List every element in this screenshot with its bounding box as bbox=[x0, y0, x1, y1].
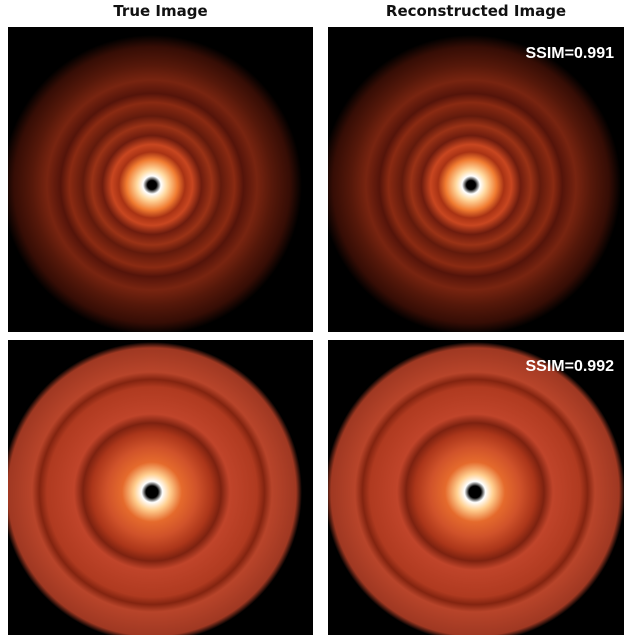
ssim-label: SSIM=0.991 bbox=[526, 45, 615, 63]
image bbox=[8, 27, 313, 332]
true-image bbox=[8, 340, 313, 635]
reconstructed-image: SSIM=0.991 bbox=[328, 27, 624, 332]
image bbox=[8, 340, 313, 635]
true-image bbox=[8, 27, 313, 332]
reconstructed-image: SSIM=0.992 bbox=[328, 340, 624, 635]
column-title: Reconstructed Image bbox=[328, 2, 624, 20]
column-title: True Image bbox=[8, 2, 313, 20]
ssim-label: SSIM=0.992 bbox=[526, 358, 615, 376]
image bbox=[328, 340, 624, 635]
image bbox=[328, 27, 624, 332]
figure: True Image Reconstructed Image bbox=[0, 0, 624, 635]
